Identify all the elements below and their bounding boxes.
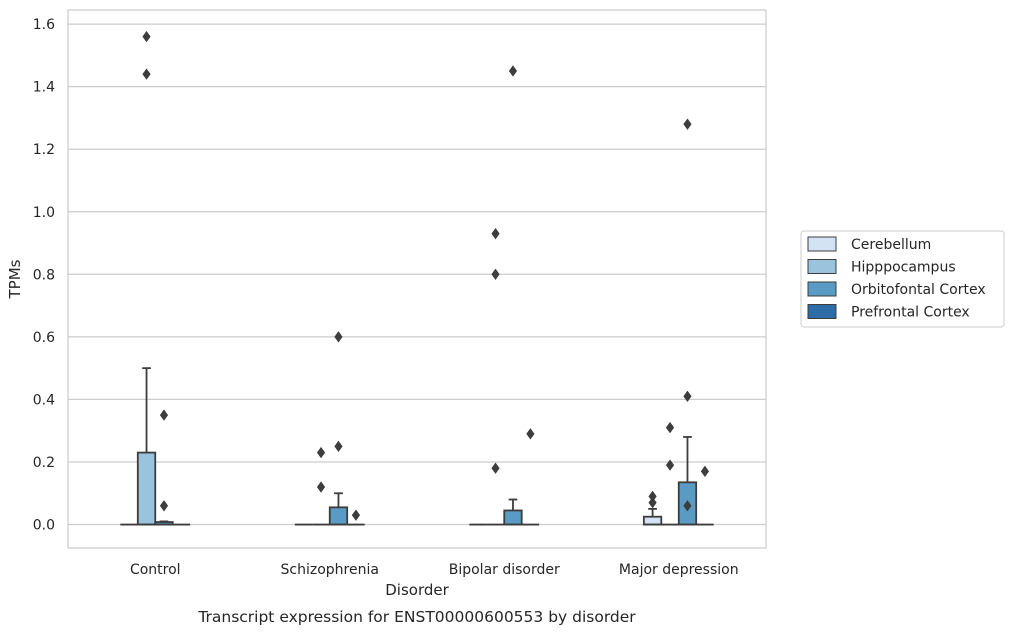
- chart-caption: Transcript expression for ENST0000060055…: [197, 608, 636, 626]
- y-tick-label: 0.6: [33, 330, 55, 346]
- outlier-point: [491, 268, 500, 280]
- box-cerebellum: [642, 490, 663, 526]
- outlier-point: [665, 459, 675, 471]
- x-tick-label: Bipolar disorder: [449, 562, 560, 578]
- y-axis-title: TPMs: [6, 259, 24, 299]
- outlier-point: [665, 421, 675, 434]
- legend-frame: [800, 230, 1005, 328]
- legend: Cerebellum Hipppocampus Orbitofontal Corte…: [800, 230, 1005, 328]
- y-tick-labels: 0.0 0.2 0.4 0.6 0.8 1.0 1.2 1.4 1.6: [33, 17, 55, 533]
- y-tick-label: 0.2: [33, 455, 55, 471]
- outlier-point: [334, 440, 343, 453]
- legend-label: Prefrontal Cortex: [851, 305, 970, 321]
- box-body: [642, 515, 663, 526]
- legend-label: Cerebellum: [851, 237, 931, 253]
- legend-label: Hipppocampus: [851, 260, 956, 276]
- box-body: [136, 451, 157, 526]
- legend-swatch: [807, 236, 837, 252]
- x-tick-label: Major depression: [619, 562, 739, 578]
- box-prefrontal-cortex: [696, 465, 714, 526]
- plot-frame: [67, 9, 767, 549]
- legend-swatch: [807, 259, 837, 274]
- outlier-point: [648, 496, 657, 509]
- box-prefrontal-cortex: [521, 428, 540, 526]
- x-tick-labels: Control Schizophrenia Bipolar disorder Majo…: [130, 562, 739, 578]
- box-hipppocampus: [136, 30, 157, 526]
- outlier-point: [334, 331, 343, 343]
- y-tick-label: 1.2: [33, 142, 55, 158]
- x-tick-label: Schizophrenia: [281, 562, 379, 578]
- outlier-point: [491, 462, 500, 474]
- y-tick-label: 1.6: [33, 17, 55, 33]
- box-orbitofontal-cortex: [328, 331, 349, 526]
- box-body: [328, 506, 349, 526]
- y-tick-label: 0.0: [33, 518, 55, 534]
- legend-swatch: [807, 304, 837, 319]
- y-tick-label: 0.4: [33, 392, 55, 408]
- box-orbitofontal-cortex: [154, 409, 174, 526]
- outlier-point: [683, 390, 692, 402]
- y-tick-label: 1.0: [33, 205, 55, 221]
- outlier-point: [316, 446, 326, 459]
- outlier-point: [351, 509, 361, 521]
- outlier-point: [683, 500, 692, 512]
- outlier-point: [316, 481, 326, 493]
- outlier-point: [159, 409, 169, 421]
- outlier-point: [142, 68, 151, 80]
- box-orbitofontal-cortex: [677, 118, 698, 526]
- boxes: [120, 30, 714, 526]
- box-prefrontal-cortex: [347, 509, 365, 526]
- outlier-point: [142, 30, 151, 43]
- outlier-point: [683, 118, 692, 130]
- outlier-point: [491, 227, 500, 240]
- outlier-point: [526, 428, 535, 440]
- y-tick-label: 1.4: [33, 80, 55, 96]
- outlier-point: [508, 65, 518, 77]
- outlier-point: [648, 490, 657, 503]
- x-tick-label: Control: [130, 562, 181, 578]
- box-hipppocampus: [486, 227, 505, 526]
- legend-label: Orbitofontal Cortex: [851, 282, 986, 298]
- box-body: [503, 509, 523, 526]
- box-hipppocampus: [661, 421, 679, 526]
- x-axis-title: Disorder: [385, 581, 449, 599]
- box-orbitofontal-cortex: [503, 65, 523, 526]
- grid-lines: [68, 23, 766, 526]
- y-tick-label: 0.8: [33, 267, 55, 283]
- box-hipppocampus: [312, 446, 330, 526]
- outlier-point: [159, 500, 169, 512]
- legend-swatch: [807, 281, 837, 297]
- outlier-point: [700, 465, 710, 478]
